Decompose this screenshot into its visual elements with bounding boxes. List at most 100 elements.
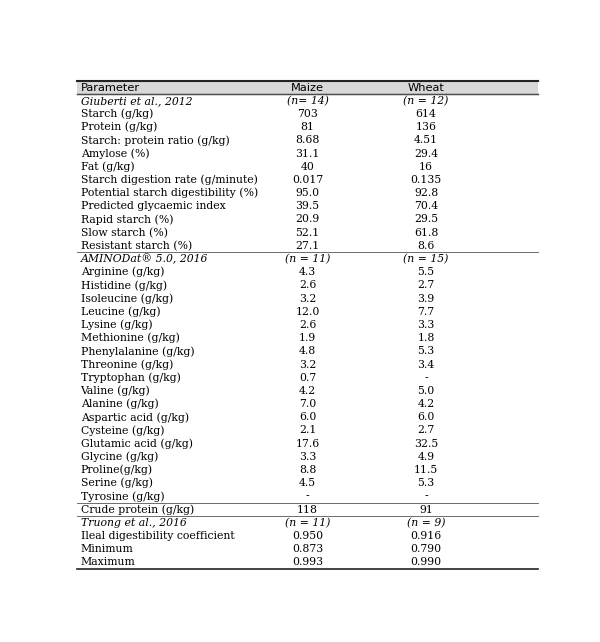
Text: Amylose (%): Amylose (%) — [80, 148, 149, 159]
Text: 39.5: 39.5 — [295, 202, 320, 211]
Text: (n = 11): (n = 11) — [285, 254, 330, 264]
Text: Tyrosine (g/kg): Tyrosine (g/kg) — [80, 491, 164, 501]
Text: 32.5: 32.5 — [414, 438, 438, 449]
Text: 92.8: 92.8 — [414, 188, 438, 198]
Text: Predicted glycaemic index: Predicted glycaemic index — [80, 202, 226, 211]
Text: AMINODat® 5.0, 2016: AMINODat® 5.0, 2016 — [80, 254, 208, 265]
Text: 0.916: 0.916 — [410, 531, 442, 541]
Text: Protein (g/kg): Protein (g/kg) — [80, 122, 157, 132]
Text: Starch (g/kg): Starch (g/kg) — [80, 108, 153, 119]
Text: 0.993: 0.993 — [292, 557, 323, 568]
Text: 16: 16 — [419, 162, 433, 171]
Text: Cysteine (g/kg): Cysteine (g/kg) — [80, 425, 164, 436]
Text: 0.7: 0.7 — [299, 373, 316, 383]
Text: Histidine (g/kg): Histidine (g/kg) — [80, 280, 167, 291]
Text: 29.4: 29.4 — [414, 148, 438, 159]
Text: Truong et al., 2016: Truong et al., 2016 — [80, 517, 187, 528]
Text: 1.9: 1.9 — [299, 333, 316, 343]
Text: 8.8: 8.8 — [299, 465, 316, 475]
Text: 7.0: 7.0 — [299, 399, 316, 409]
Text: 61.8: 61.8 — [414, 228, 438, 238]
Text: 70.4: 70.4 — [414, 202, 438, 211]
Text: 4.51: 4.51 — [414, 135, 438, 145]
Text: (n = 11): (n = 11) — [285, 517, 330, 528]
Text: 0.790: 0.790 — [410, 544, 442, 554]
Text: 12.0: 12.0 — [295, 307, 320, 317]
Text: Maximum: Maximum — [80, 557, 136, 568]
Text: 3.3: 3.3 — [418, 320, 435, 330]
Text: Proline(g/kg): Proline(g/kg) — [80, 465, 153, 475]
Text: 8.68: 8.68 — [295, 135, 320, 145]
Text: 5.0: 5.0 — [418, 386, 434, 396]
Text: 0.990: 0.990 — [410, 557, 442, 568]
Text: Parameter: Parameter — [80, 83, 140, 92]
Text: 6.0: 6.0 — [299, 412, 316, 422]
Text: Potential starch digestibility (%): Potential starch digestibility (%) — [80, 188, 258, 198]
Text: 52.1: 52.1 — [295, 228, 320, 238]
Text: 118: 118 — [297, 505, 318, 515]
Text: Giuberti et al., 2012: Giuberti et al., 2012 — [80, 96, 192, 106]
Text: 29.5: 29.5 — [414, 214, 438, 225]
Text: Alanine (g/kg): Alanine (g/kg) — [80, 399, 158, 410]
Text: Starch: protein ratio (g/kg): Starch: protein ratio (g/kg) — [80, 135, 229, 146]
Text: 81: 81 — [301, 122, 314, 132]
Text: Glutamic acid (g/kg): Glutamic acid (g/kg) — [80, 438, 193, 449]
Text: 11.5: 11.5 — [414, 465, 438, 475]
Text: Phenylalanine (g/kg): Phenylalanine (g/kg) — [80, 346, 194, 356]
Text: 5.5: 5.5 — [418, 267, 434, 277]
Text: 3.4: 3.4 — [418, 360, 434, 370]
Text: 17.6: 17.6 — [295, 438, 320, 449]
Text: 3.2: 3.2 — [299, 293, 316, 304]
Text: 2.6: 2.6 — [299, 320, 316, 330]
Text: 0.135: 0.135 — [410, 175, 442, 185]
Text: Lysine (g/kg): Lysine (g/kg) — [80, 320, 152, 330]
Text: 40: 40 — [301, 162, 314, 171]
Text: (n = 9): (n = 9) — [407, 517, 445, 528]
Text: Valine (g/kg): Valine (g/kg) — [80, 386, 151, 396]
Text: 2.7: 2.7 — [418, 426, 434, 435]
Text: 3.2: 3.2 — [299, 360, 316, 370]
Text: 2.1: 2.1 — [299, 426, 316, 435]
Text: 31.1: 31.1 — [295, 148, 320, 159]
Text: 8.6: 8.6 — [418, 241, 435, 251]
Text: 3.3: 3.3 — [299, 452, 316, 462]
Text: 0.873: 0.873 — [292, 544, 323, 554]
Text: Threonine (g/kg): Threonine (g/kg) — [80, 360, 173, 370]
Text: 614: 614 — [416, 109, 437, 119]
Text: Rapid starch (%): Rapid starch (%) — [80, 214, 173, 225]
Text: Slow starch (%): Slow starch (%) — [80, 227, 167, 238]
Text: Wheat: Wheat — [407, 83, 445, 92]
Text: 4.3: 4.3 — [299, 267, 316, 277]
Text: Maize: Maize — [291, 83, 324, 92]
Text: 95.0: 95.0 — [295, 188, 320, 198]
Text: Crude protein (g/kg): Crude protein (g/kg) — [80, 504, 194, 515]
Text: 5.3: 5.3 — [418, 478, 434, 488]
Text: Leucine (g/kg): Leucine (g/kg) — [80, 306, 160, 317]
Bar — [77, 81, 538, 94]
Text: 6.0: 6.0 — [418, 412, 435, 422]
Text: 5.3: 5.3 — [418, 346, 434, 356]
Text: 20.9: 20.9 — [295, 214, 320, 225]
Text: 27.1: 27.1 — [295, 241, 320, 251]
Text: Methionine (g/kg): Methionine (g/kg) — [80, 333, 179, 343]
Text: Minimum: Minimum — [80, 544, 133, 554]
Text: Resistant starch (%): Resistant starch (%) — [80, 241, 192, 251]
Text: (n = 12): (n = 12) — [403, 96, 449, 106]
Text: -: - — [424, 373, 428, 383]
Text: Fat (g/kg): Fat (g/kg) — [80, 161, 134, 172]
Text: 0.950: 0.950 — [292, 531, 323, 541]
Text: 91: 91 — [419, 505, 433, 515]
Text: 4.5: 4.5 — [299, 478, 316, 488]
Text: 703: 703 — [297, 109, 318, 119]
Text: 4.2: 4.2 — [299, 386, 316, 396]
Text: 1.8: 1.8 — [418, 333, 435, 343]
Text: Tryptophan (g/kg): Tryptophan (g/kg) — [80, 372, 181, 383]
Text: Serine (g/kg): Serine (g/kg) — [80, 478, 152, 489]
Text: 2.6: 2.6 — [299, 281, 316, 290]
Text: Aspartic acid (g/kg): Aspartic acid (g/kg) — [80, 412, 189, 422]
Text: 4.8: 4.8 — [299, 346, 316, 356]
Text: Ileal digestibility coefficient: Ileal digestibility coefficient — [80, 531, 234, 541]
Text: Isoleucine (g/kg): Isoleucine (g/kg) — [80, 293, 173, 304]
Text: (n= 14): (n= 14) — [287, 96, 328, 106]
Text: Glycine (g/kg): Glycine (g/kg) — [80, 451, 158, 462]
